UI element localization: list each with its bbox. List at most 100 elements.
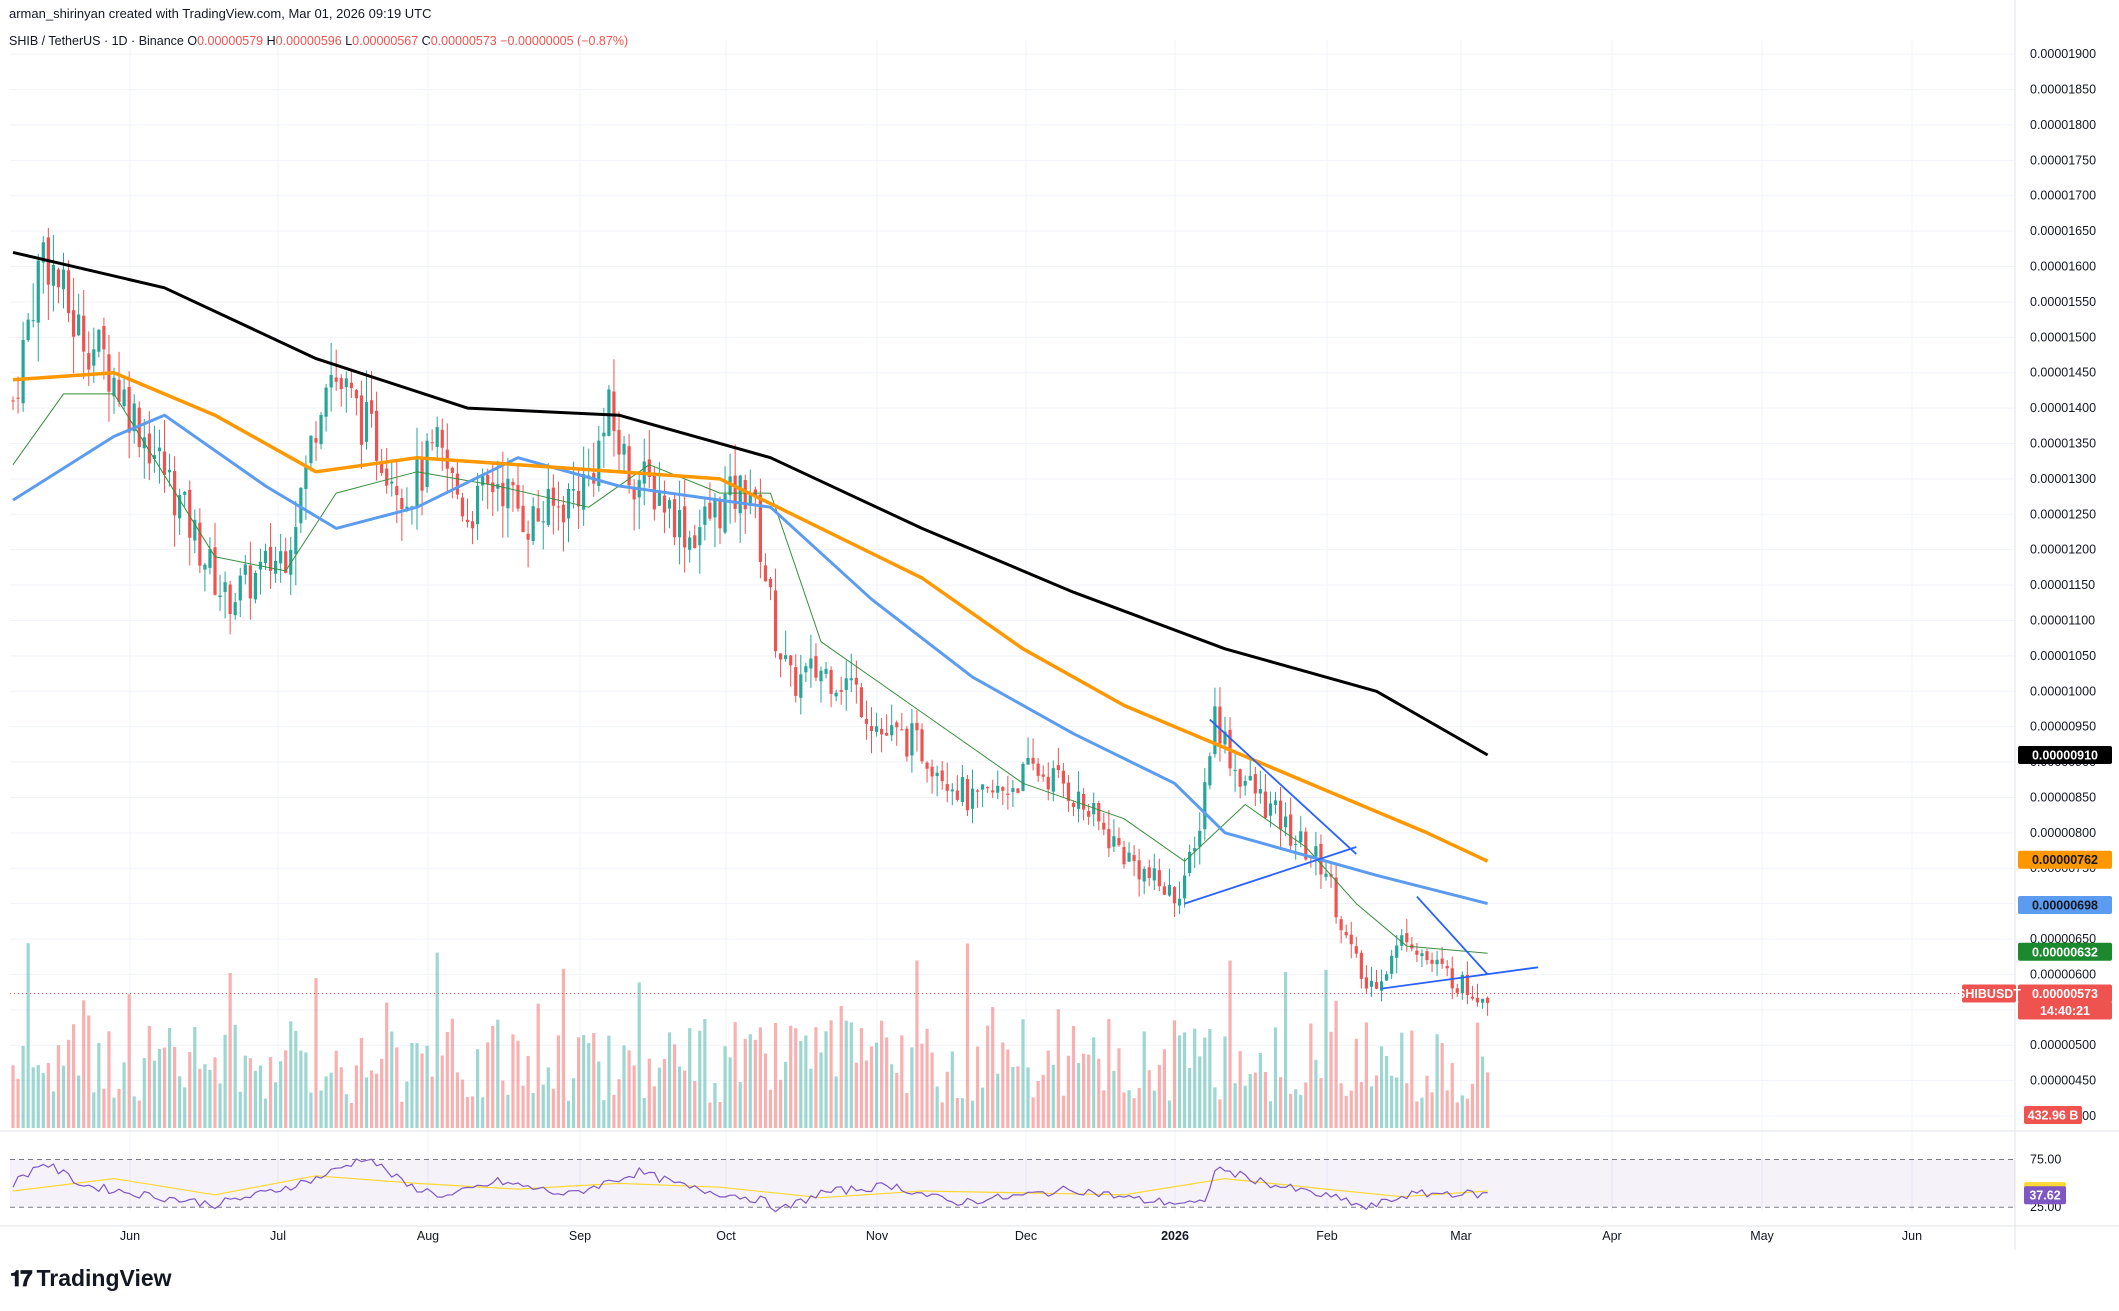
volume-bar bbox=[632, 1065, 636, 1128]
y-tick-label: 0.00001800 bbox=[2030, 118, 2096, 132]
candle-body bbox=[991, 790, 995, 793]
volume-bar bbox=[1167, 1100, 1172, 1128]
candle-body bbox=[1405, 933, 1409, 943]
y-tick-label: 0.00001450 bbox=[2030, 366, 2096, 380]
volume-bar bbox=[945, 1071, 949, 1128]
volume-bar bbox=[314, 978, 318, 1128]
symbol-legend[interactable]: SHIB / TetherUS · 1D · Binance O0.000005… bbox=[9, 34, 629, 48]
chart-grid bbox=[0, 0, 2119, 1250]
volume-bar bbox=[854, 1062, 858, 1128]
volume-bar bbox=[955, 1098, 959, 1128]
candle-body bbox=[1127, 852, 1131, 862]
volume-bar bbox=[1329, 1031, 1333, 1128]
volume-bar bbox=[809, 1068, 813, 1128]
volume-bar bbox=[445, 1032, 449, 1128]
x-tick-label: Feb bbox=[1316, 1229, 1338, 1243]
volume-bar bbox=[1122, 1092, 1126, 1128]
volume-bar bbox=[1021, 1019, 1025, 1128]
y-tick-label: 0.00001300 bbox=[2030, 472, 2096, 486]
volume-bar bbox=[157, 1049, 162, 1128]
candle-body bbox=[960, 777, 964, 802]
y-tick-label: 0.00000500 bbox=[2030, 1038, 2096, 1052]
volume-bar bbox=[178, 1076, 182, 1128]
candle-body bbox=[1294, 843, 1298, 845]
volume-bar bbox=[329, 1072, 333, 1128]
volume-bar bbox=[1193, 1028, 1197, 1128]
candle-body bbox=[16, 397, 20, 399]
volume-bar bbox=[1177, 1035, 1182, 1128]
volume-bar bbox=[1107, 1018, 1111, 1128]
volume-bar bbox=[142, 1058, 146, 1128]
symbol-name[interactable]: SHIB / TetherUS bbox=[9, 34, 101, 48]
tradingview-logo[interactable]: 𝟏𝟕 TradingView bbox=[10, 1265, 172, 1292]
candle-body bbox=[779, 653, 783, 660]
volume-bar bbox=[844, 1020, 848, 1128]
candle-body bbox=[1198, 830, 1202, 847]
volume-bar bbox=[1395, 1077, 1399, 1128]
volume-bar bbox=[672, 1044, 677, 1128]
candle-body bbox=[859, 687, 863, 717]
trendlines bbox=[10, 718, 2015, 995]
volume-bar bbox=[1253, 1072, 1257, 1128]
candle-body bbox=[1066, 782, 1071, 801]
rsi-line bbox=[12, 1158, 1488, 1213]
volume-bar bbox=[1026, 1067, 1030, 1128]
y-tick-label: 0.00001850 bbox=[2030, 83, 2096, 97]
volume-bar bbox=[1420, 1097, 1424, 1128]
candle-body bbox=[930, 766, 934, 777]
volume-bar bbox=[718, 1102, 722, 1128]
candle-body bbox=[708, 502, 712, 519]
volume-bar bbox=[1273, 1027, 1278, 1128]
volume-bar bbox=[415, 1043, 419, 1128]
candle-body bbox=[713, 498, 717, 518]
candle-body bbox=[1435, 959, 1439, 965]
volume-bar bbox=[1117, 1048, 1121, 1128]
candle-body bbox=[268, 546, 273, 571]
candle-body bbox=[829, 669, 833, 694]
candle-body bbox=[738, 475, 742, 514]
volume-bar bbox=[87, 1015, 91, 1128]
candle-body bbox=[763, 565, 768, 582]
candle-body bbox=[364, 402, 369, 442]
candle-body bbox=[1097, 803, 1101, 822]
symbol-badge: SHIBUSDT bbox=[1957, 987, 2021, 1001]
price-change: −0.00000005 (−0.87%) bbox=[500, 34, 629, 48]
candle-body bbox=[506, 478, 510, 509]
volume-bar bbox=[102, 1088, 106, 1128]
volume-bar bbox=[571, 1078, 576, 1128]
volume-bar bbox=[738, 1082, 742, 1128]
volume-bar bbox=[375, 1073, 379, 1128]
candle-body bbox=[1011, 788, 1015, 793]
candle-body bbox=[1344, 932, 1348, 936]
candle-body bbox=[809, 658, 813, 669]
volume-bar bbox=[1465, 1098, 1469, 1128]
candle-body bbox=[723, 494, 727, 533]
volume-bar bbox=[1223, 1036, 1227, 1128]
volume-bar bbox=[218, 1083, 222, 1128]
volume-bar bbox=[1440, 1043, 1444, 1128]
volume-bar bbox=[657, 1067, 661, 1128]
candle-body bbox=[460, 497, 465, 517]
countdown-tag-bg bbox=[2018, 1001, 2112, 1020]
candle-body bbox=[117, 379, 121, 402]
candle-body bbox=[344, 378, 348, 388]
volume-bar bbox=[11, 1065, 15, 1128]
candle-body bbox=[986, 786, 990, 789]
volume-bar bbox=[874, 1042, 879, 1128]
symbol-interval[interactable]: 1D bbox=[111, 34, 128, 48]
volume-bar bbox=[662, 1059, 667, 1128]
volume-bar bbox=[16, 1078, 20, 1128]
volume-bar bbox=[546, 1067, 550, 1128]
volume-bar bbox=[364, 1077, 369, 1128]
volume-bar bbox=[723, 1046, 727, 1128]
volume-bar bbox=[1435, 1034, 1439, 1128]
volume-bar bbox=[26, 943, 30, 1128]
volume-bar bbox=[1268, 1101, 1273, 1128]
x-tick-label: Jun bbox=[1902, 1229, 1922, 1243]
candle-body bbox=[329, 374, 333, 388]
volume-bar bbox=[470, 1096, 475, 1128]
candle-body bbox=[420, 457, 424, 491]
candle-body bbox=[1284, 816, 1288, 828]
candle-body bbox=[900, 729, 904, 731]
